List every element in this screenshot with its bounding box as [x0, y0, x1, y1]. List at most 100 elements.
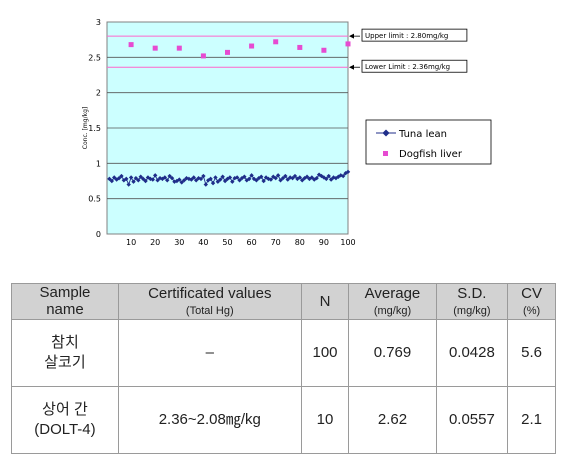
- data-point-tuna-lean: [324, 176, 329, 182]
- data-point-dogfish-liver: [128, 42, 134, 48]
- data-point-tuna-lean: [191, 175, 196, 180]
- data-point-tuna-lean: [261, 178, 266, 184]
- data-point-tuna-lean: [140, 176, 146, 182]
- cell-sd: 0.0428: [435, 318, 509, 387]
- data-point-tuna-lean: [119, 173, 124, 179]
- data-point-tuna-lean: [237, 178, 242, 183]
- data-point-tuna-lean: [131, 179, 136, 184]
- cell-sample-name: 상어 간 (DOLT-4): [11, 385, 119, 455]
- cell-certificated-value: –: [117, 318, 302, 387]
- data-point-tuna-lean: [309, 175, 315, 180]
- table-row: 상어 간 (DOLT-4) 2.36~2.08㎎/kg 10 2.62 0.05…: [11, 385, 556, 455]
- cell-cv: 2.1: [507, 385, 556, 455]
- annotation-box: [361, 59, 468, 73]
- cell-n: 10: [300, 385, 350, 455]
- x-tick-labels: 10 20 30 40 50 60 70 80 90 100: [126, 238, 356, 247]
- y-tick-label: 0.5: [88, 195, 101, 204]
- data-point-tuna-lean: [249, 173, 254, 178]
- cell-average: 2.62: [348, 385, 437, 455]
- data-point-tuna-lean: [121, 178, 127, 183]
- data-point-tuna-lean: [124, 176, 129, 182]
- data-point-tuna-lean: [215, 179, 221, 184]
- y-tick-label: 3: [96, 18, 101, 27]
- data-point-tuna-lean: [162, 175, 168, 180]
- cell-cv: 5.6: [507, 318, 556, 387]
- data-point-tuna-lean: [155, 178, 160, 183]
- data-point-tuna-lean: [145, 175, 151, 180]
- data-point-tuna-lean: [150, 177, 155, 182]
- data-point-tuna-lean: [167, 173, 172, 179]
- data-point-tuna-lean: [314, 175, 319, 181]
- data-point-tuna-lean: [165, 178, 170, 183]
- data-point-tuna-lean: [234, 175, 240, 180]
- cell-certificated-value: 2.36~2.08㎎/kg: [117, 385, 302, 455]
- data-point-tuna-lean: [290, 175, 295, 181]
- data-point-dogfish-liver: [225, 49, 230, 55]
- x-tick-label: 30: [174, 238, 184, 247]
- data-point-dogfish-liver: [345, 41, 351, 47]
- data-point-tuna-lean: [109, 178, 115, 184]
- results-table: Sample name Certificated values (Total Hg…: [11, 283, 556, 455]
- legend-dogfish-marker: [383, 151, 388, 156]
- data-point-tuna-lean: [107, 176, 112, 182]
- cell-sample-name: 참치 살코기: [11, 318, 119, 387]
- x-tick-label: 20: [150, 238, 160, 247]
- annotation-label: Upper limit : 2.80mg/kg: [365, 32, 448, 40]
- data-point-tuna-lean: [259, 174, 264, 179]
- data-point-tuna-lean: [227, 175, 233, 180]
- annotation-box: [361, 28, 468, 42]
- data-point-tuna-lean: [213, 175, 218, 180]
- data-point-tuna-lean: [181, 178, 187, 183]
- x-tick-label: 80: [295, 238, 305, 247]
- y-tick-label: 2: [96, 89, 101, 98]
- data-point-tuna-lean: [292, 173, 298, 179]
- data-point-dogfish-liver: [200, 53, 206, 59]
- data-point-tuna-lean: [114, 177, 119, 182]
- data-point-tuna-lean: [268, 177, 274, 182]
- data-point-tuna-lean: [345, 169, 351, 175]
- header-sample-name: Sample name: [11, 283, 119, 320]
- annotation-label: Lower Limit : 2.36mg/kg: [365, 63, 450, 71]
- header-sd: S.D. (mg/kg): [435, 283, 509, 320]
- reference-lines: Upper limit : 2.80mg/kg Lower Limit : 2.3…: [107, 28, 468, 73]
- x-tick-label: 100: [340, 238, 355, 247]
- data-point-tuna-lean: [273, 175, 278, 181]
- header-cv: CV (%): [507, 283, 556, 320]
- data-point-tuna-lean: [128, 175, 134, 180]
- header-certificated-values: Certificated values (Total Hg): [117, 283, 302, 320]
- gridlines: [107, 56, 348, 200]
- y-tick-labels: 0 0.5 1 1.5 2 2.5 3: [88, 18, 101, 239]
- y-tick-label: 0: [96, 230, 101, 239]
- data-point-tuna-lean: [326, 173, 331, 179]
- data-point-tuna-lean: [143, 178, 148, 184]
- annotation-arrowhead: [349, 33, 354, 39]
- x-tick-label: 50: [222, 238, 232, 247]
- cell-sd: 0.0557: [435, 385, 509, 455]
- data-point-dogfish-liver: [321, 47, 327, 53]
- x-tick-label: 40: [198, 238, 208, 247]
- data-point-tuna-lean: [210, 180, 216, 186]
- data-point-tuna-lean: [169, 175, 175, 181]
- data-point-tuna-lean: [285, 177, 290, 182]
- data-point-tuna-lean: [230, 179, 235, 184]
- header-average: Average (mg/kg): [348, 283, 437, 320]
- data-point-tuna-lean: [179, 180, 184, 185]
- data-point-tuna-lean: [112, 175, 117, 180]
- data-series: [107, 39, 351, 187]
- header-n: N: [300, 283, 350, 320]
- data-point-tuna-lean: [116, 175, 122, 181]
- x-tick-label: 60: [247, 238, 257, 247]
- legend: Tuna lean Dogfish liver: [365, 119, 492, 165]
- x-tick-label: 90: [319, 238, 329, 247]
- data-point-tuna-lean: [203, 182, 209, 187]
- data-point-tuna-lean: [283, 173, 288, 179]
- data-point-tuna-lean: [328, 177, 334, 182]
- data-point-tuna-lean: [297, 175, 302, 180]
- y-tick-label: 1: [96, 159, 101, 168]
- data-point-tuna-lean: [193, 178, 199, 183]
- data-point-tuna-lean: [242, 174, 247, 179]
- data-point-tuna-lean: [177, 177, 182, 182]
- data-point-tuna-lean: [220, 174, 225, 179]
- table-row: 참치 살코기 – 100 0.769 0.0428 5.6: [11, 318, 556, 387]
- table-header-row: Sample name Certificated values (Total Hg…: [11, 283, 556, 320]
